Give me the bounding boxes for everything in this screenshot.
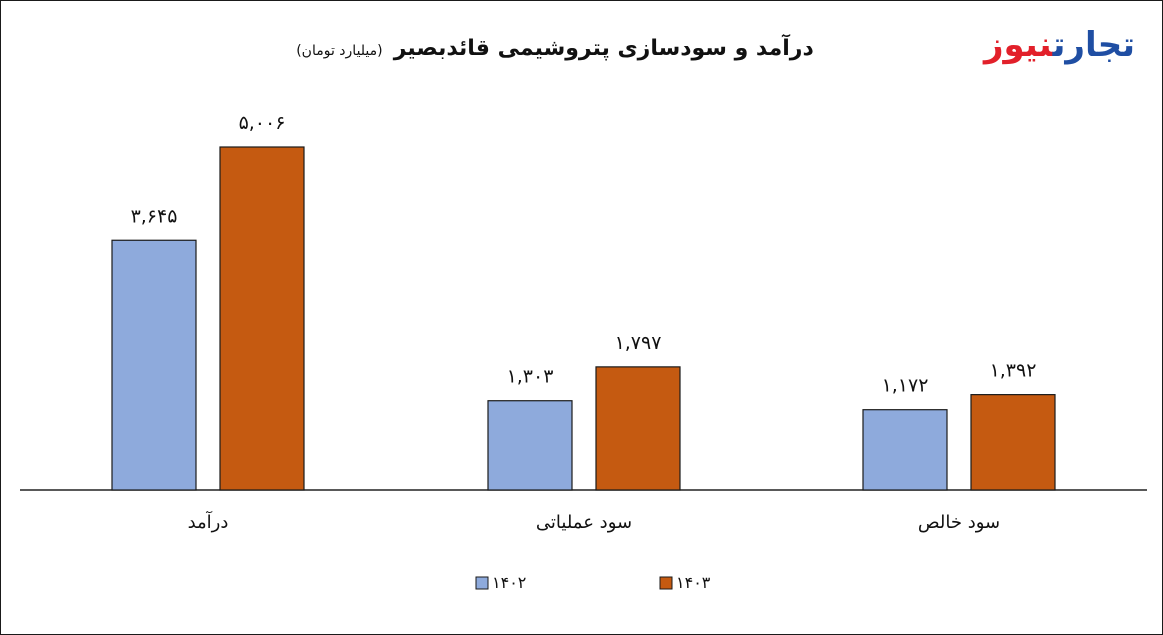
bar-0-1 bbox=[219, 146, 305, 491]
category-label-1: سود عملیاتی bbox=[536, 512, 632, 533]
legend-label-0: ۱۴۰۲ bbox=[492, 573, 526, 592]
chart-title-block: درآمد و سودسازی پتروشیمی قائدبصیر (میلیا… bbox=[240, 36, 870, 76]
chart-unit: (میلیارد تومان) bbox=[296, 43, 383, 59]
brand-logo: تجارتنیوز bbox=[983, 22, 1136, 68]
logo-word-2: نیوز bbox=[983, 25, 1054, 65]
logo-word-1: تجارت bbox=[1052, 25, 1136, 65]
bar-2-0 bbox=[862, 409, 948, 491]
bar-0-0 bbox=[111, 239, 197, 491]
data-label-2-1: ۱,۳۹۲ bbox=[990, 360, 1037, 382]
bar-1-1 bbox=[595, 366, 681, 491]
data-label-1-1: ۱,۷۹۷ bbox=[615, 332, 662, 354]
data-label-0-0: ۳,۶۴۵ bbox=[131, 205, 178, 227]
category-label-2: سود خالص bbox=[918, 512, 1000, 533]
data-label-2-0: ۱,۱۷۲ bbox=[882, 375, 929, 397]
chart-title: درآمد و سودسازی پتروشیمی قائدبصیر bbox=[393, 36, 814, 61]
bar-1-0 bbox=[487, 400, 573, 491]
legend-swatch-1 bbox=[659, 576, 673, 590]
bar-2-1 bbox=[970, 394, 1056, 491]
legend-label-1: ۱۴۰۳ bbox=[676, 573, 711, 592]
data-label-0-1: ۵,۰۰۶ bbox=[239, 112, 286, 134]
data-label-1-0: ۱,۳۰۳ bbox=[507, 366, 554, 388]
category-label-0: درآمد bbox=[188, 510, 229, 533]
legend-swatch-0 bbox=[475, 576, 489, 590]
